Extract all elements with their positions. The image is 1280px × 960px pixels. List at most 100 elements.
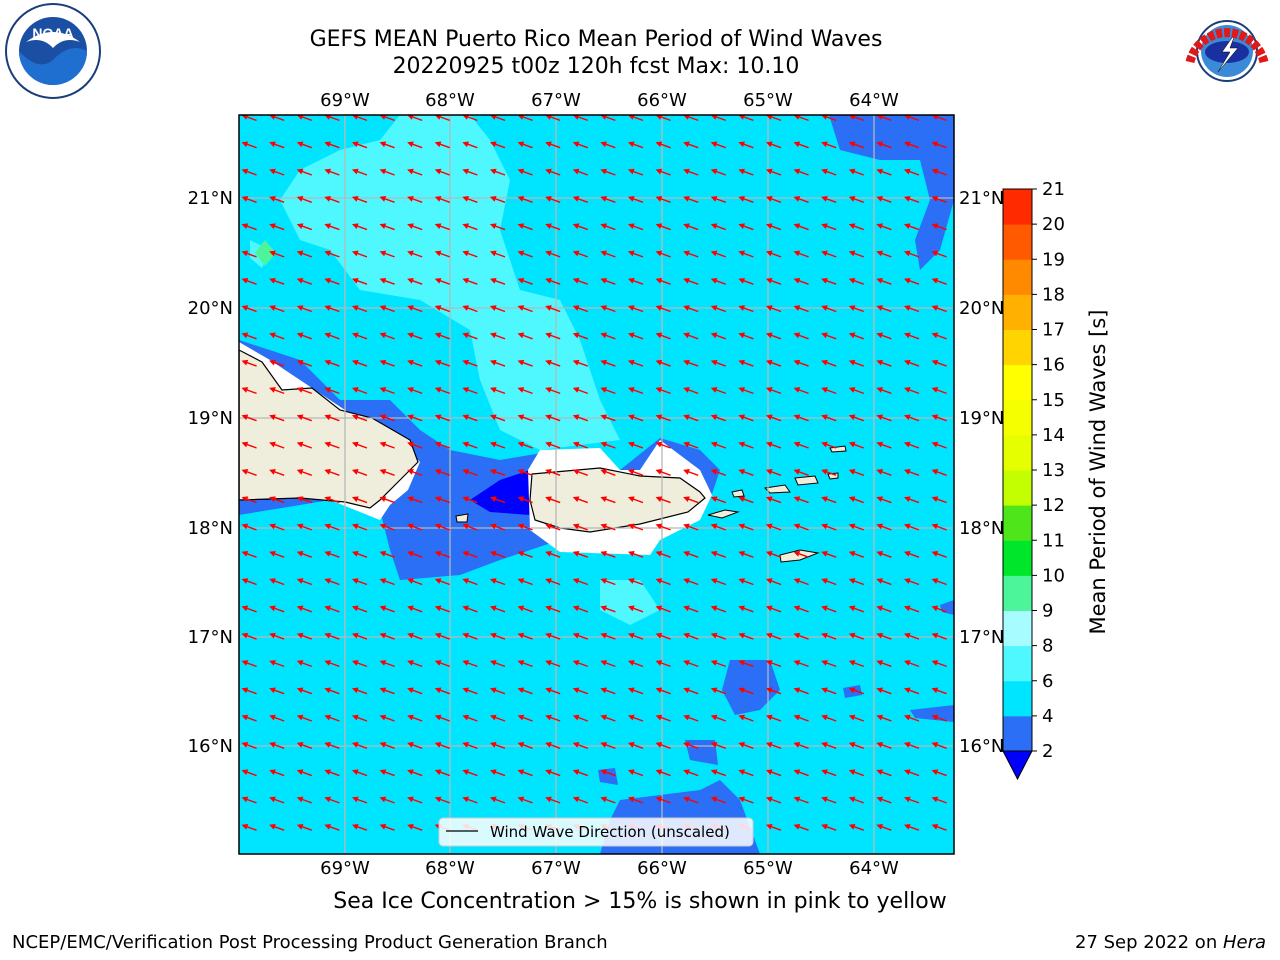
wind-wave-arrow <box>627 250 644 258</box>
wind-wave-arrow <box>379 387 395 395</box>
wind-wave-arrow <box>683 441 699 449</box>
wind-wave-arrow <box>765 332 782 340</box>
wind-wave-direction-arrows <box>241 115 947 831</box>
footer-host: Hera <box>1222 932 1266 953</box>
wind-wave-arrow <box>765 387 782 395</box>
wind-wave-arrow <box>462 523 478 531</box>
wind-wave-arrow <box>876 660 892 668</box>
wind-wave-arrow <box>241 769 257 777</box>
colorbar-tick-label: 4 <box>1042 706 1053 727</box>
wind-wave-arrow <box>296 796 313 804</box>
colorbar-segment <box>1003 294 1032 330</box>
wind-wave-arrow <box>903 250 920 258</box>
wind-wave-arrow <box>848 823 865 831</box>
wind-wave-arrow <box>351 414 368 422</box>
wind-wave-arrow <box>738 742 754 749</box>
colorbar-under-arrow <box>1002 750 1033 781</box>
wind-wave-arrow <box>683 250 699 258</box>
wind-wave-arrow <box>517 277 533 285</box>
wind-wave-arrow <box>765 769 782 777</box>
wind-wave-arrow <box>738 469 754 476</box>
wind-wave-arrow <box>407 823 423 831</box>
wind-wave-arrow <box>434 714 451 722</box>
wind-wave-arrow <box>793 796 809 804</box>
wind-wave-arrow <box>655 523 671 531</box>
wind-wave-arrow <box>351 250 368 258</box>
wind-wave-arrow <box>876 277 892 285</box>
lat-label-left: 20°N <box>188 298 233 319</box>
wind-wave-arrow <box>931 168 947 176</box>
wind-wave-arrow <box>462 332 478 340</box>
wind-wave-arrow <box>848 714 865 722</box>
lon-label-bottom: 69°W <box>320 858 370 879</box>
wind-wave-arrow <box>379 250 395 258</box>
lat-label-left: 16°N <box>188 736 233 757</box>
wind-wave-arrow <box>545 414 561 422</box>
wind-wave-arrow <box>545 632 561 640</box>
wind-wave-arrow <box>627 469 644 476</box>
wind-wave-arrow <box>462 196 478 203</box>
wind-wave-arrow <box>876 141 892 149</box>
wind-wave-arrow <box>876 523 892 531</box>
wind-wave-arrow <box>324 550 340 558</box>
wind-wave-arrow <box>793 441 809 449</box>
wind-wave-arrow <box>269 387 285 395</box>
wind-wave-arrow <box>572 196 589 203</box>
wind-wave-arrow <box>931 578 947 586</box>
wind-wave-arrow <box>931 660 947 668</box>
wind-wave-arrow <box>876 441 892 449</box>
wind-wave-arrow <box>821 605 837 613</box>
colorbar-tick-label: 20 <box>1042 214 1065 235</box>
wind-wave-arrow <box>462 223 478 231</box>
wind-wave-arrow <box>489 469 506 476</box>
wind-wave-arrow <box>710 769 727 777</box>
wind-wave-arrow <box>600 632 616 640</box>
wind-wave-arrow <box>876 714 892 722</box>
wind-wave-arrow <box>572 687 589 695</box>
wind-wave-arrow <box>489 141 506 149</box>
wind-wave-arrow <box>627 796 644 804</box>
wind-wave-arrow <box>793 605 809 613</box>
wind-wave-arrow <box>793 141 809 149</box>
wind-wave-arrow <box>572 660 589 668</box>
wind-wave-arrow <box>572 523 589 531</box>
wind-wave-arrow <box>683 632 699 640</box>
wind-wave-arrow <box>489 441 506 449</box>
sea-ice-note: Sea Ice Concentration > 15% is shown in … <box>333 889 947 914</box>
wind-wave-arrow <box>517 168 533 176</box>
wind-wave-arrow <box>351 305 368 313</box>
wind-wave-arrow <box>351 578 368 586</box>
wind-wave-arrow <box>876 359 892 367</box>
wind-wave-arrow <box>876 305 892 313</box>
colorbar-tick-label: 19 <box>1042 249 1065 270</box>
wind-wave-arrow <box>324 250 340 258</box>
footer-date-text: 27 Sep 2022 on <box>1075 932 1223 953</box>
wind-wave-arrow <box>407 387 423 395</box>
wind-wave-arrow <box>241 742 257 749</box>
lon-label-top: 64°W <box>849 90 899 111</box>
wind-wave-arrow <box>821 469 837 476</box>
wind-wave-arrow <box>379 496 395 504</box>
wind-wave-arrow <box>765 469 782 476</box>
wind-wave-arrow <box>324 223 340 231</box>
chart-subtitle: 20220925 t00z 120h fcst Max: 10.10 <box>392 54 800 79</box>
wind-wave-arrow <box>793 332 809 340</box>
wind-wave-arrow <box>572 578 589 586</box>
wind-wave-arrow <box>379 196 395 203</box>
wind-wave-arrow <box>848 305 865 313</box>
wind-wave-arrow <box>489 769 506 777</box>
wind-wave-arrow <box>793 578 809 586</box>
wind-wave-arrow <box>545 550 561 558</box>
wind-wave-arrow <box>407 605 423 613</box>
wind-wave-arrow <box>517 359 533 367</box>
wind-wave-arrow <box>269 277 285 285</box>
wind-wave-arrow <box>407 632 423 640</box>
wind-wave-arrow <box>683 332 699 340</box>
wind-wave-arrow <box>296 632 313 640</box>
wind-wave-arrow <box>324 141 340 149</box>
land-puertorico <box>529 467 706 533</box>
wind-wave-arrow <box>655 469 671 476</box>
wind-wave-arrow <box>600 550 616 558</box>
wind-wave-arrow <box>903 523 920 531</box>
wind-wave-arrow <box>738 496 754 504</box>
